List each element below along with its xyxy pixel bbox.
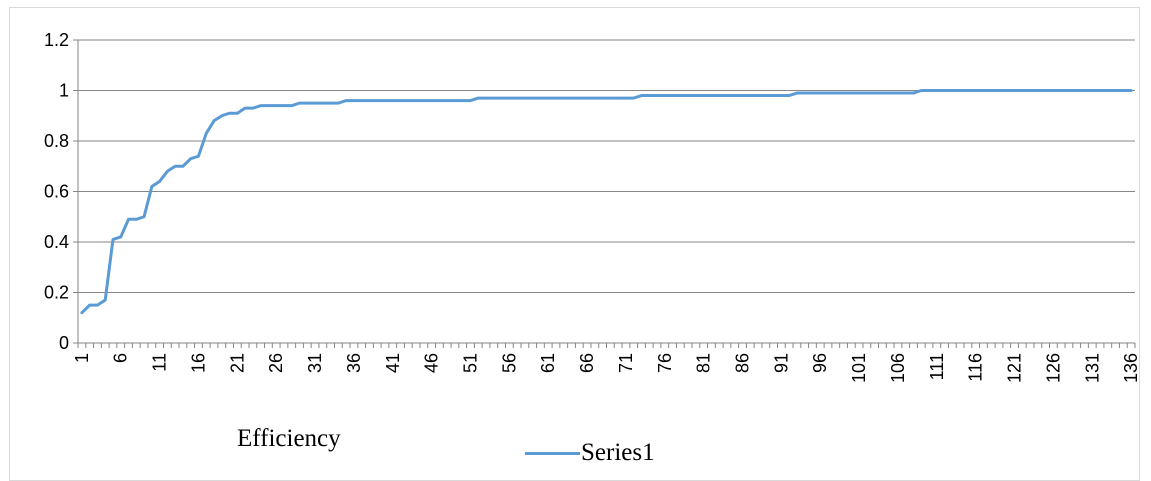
legend: Series1 xyxy=(525,439,655,467)
x-tick-label-18: 91 xyxy=(771,353,791,373)
x-tick-label-17: 86 xyxy=(733,353,753,373)
x-tick-label-26: 131 xyxy=(1082,353,1102,383)
gridlines xyxy=(78,39,1135,293)
x-tick-label-3: 16 xyxy=(188,353,208,373)
x-tick-label-19: 96 xyxy=(810,353,830,373)
x-tick-label-5: 26 xyxy=(266,353,286,373)
x-tick-label-12: 61 xyxy=(538,353,558,373)
x-tick-label-22: 111 xyxy=(927,353,947,380)
y-tick-label-1: 0.2 xyxy=(44,283,69,303)
x-tick-label-23: 116 xyxy=(966,353,986,382)
chart-border xyxy=(9,7,1140,481)
y-tick-label-6: 1.2 xyxy=(44,30,69,50)
x-tick-label-0: 1 xyxy=(72,353,92,363)
x-tick-label-14: 71 xyxy=(616,353,636,373)
x-tick-label-25: 126 xyxy=(1043,353,1063,383)
x-tick-label-21: 106 xyxy=(888,353,908,383)
chart-annotation: Efficiency xyxy=(237,425,341,452)
x-tick-label-6: 31 xyxy=(305,353,325,373)
x-tick-label-27: 136 xyxy=(1121,353,1140,383)
x-tick-label-8: 41 xyxy=(383,353,403,373)
series-line-series1 xyxy=(80,89,1133,315)
line-chart: 00.20.40.60.811.2 1 6 11 16 21 26 31 36 41 46 51 56… xyxy=(9,7,1140,481)
series-layer xyxy=(80,89,1133,315)
x-tick-label-16: 81 xyxy=(694,353,714,373)
x-tick-label-9: 46 xyxy=(422,353,442,373)
legend-swatch-series1 xyxy=(525,451,580,455)
x-tick-label-4: 21 xyxy=(227,353,247,373)
x-tick-label-7: 36 xyxy=(344,353,364,373)
x-tick-label-13: 66 xyxy=(577,353,597,373)
x-tick-label-1: 6 xyxy=(111,353,131,363)
x-tick-label-2: 11 xyxy=(150,353,170,372)
x-axis-ticks: 1 6 11 16 21 26 31 36 41 46 51 56 61 66 71 76 81 86 91 96 10… xyxy=(72,353,1140,383)
chart-frame: 0 0.2 0.4 0.6 0.8 1 1.2 1 6 11 16 21 26 31 36 41 46 51 56… xyxy=(9,7,1140,481)
y-tick-label-2: 0.4 xyxy=(44,232,69,252)
x-tick-label-20: 101 xyxy=(849,353,869,383)
x-tick-label-10: 51 xyxy=(460,353,480,373)
legend-label-series1: Series1 xyxy=(581,439,655,466)
y-tick-label-0: 0 xyxy=(59,333,69,353)
x-tick-label-24: 121 xyxy=(1005,353,1025,383)
x-tick-label-11: 56 xyxy=(499,353,519,373)
x-tick-label-15: 76 xyxy=(655,353,675,373)
axes xyxy=(77,40,1136,348)
y-tick-label-3: 0.6 xyxy=(44,182,69,202)
y-tick-label-5: 1 xyxy=(59,81,69,101)
y-tick-label-4: 0.8 xyxy=(44,131,69,151)
y-axis-ticks: 0 0.2 0.4 0.6 0.8 1 1.2 xyxy=(44,30,78,353)
